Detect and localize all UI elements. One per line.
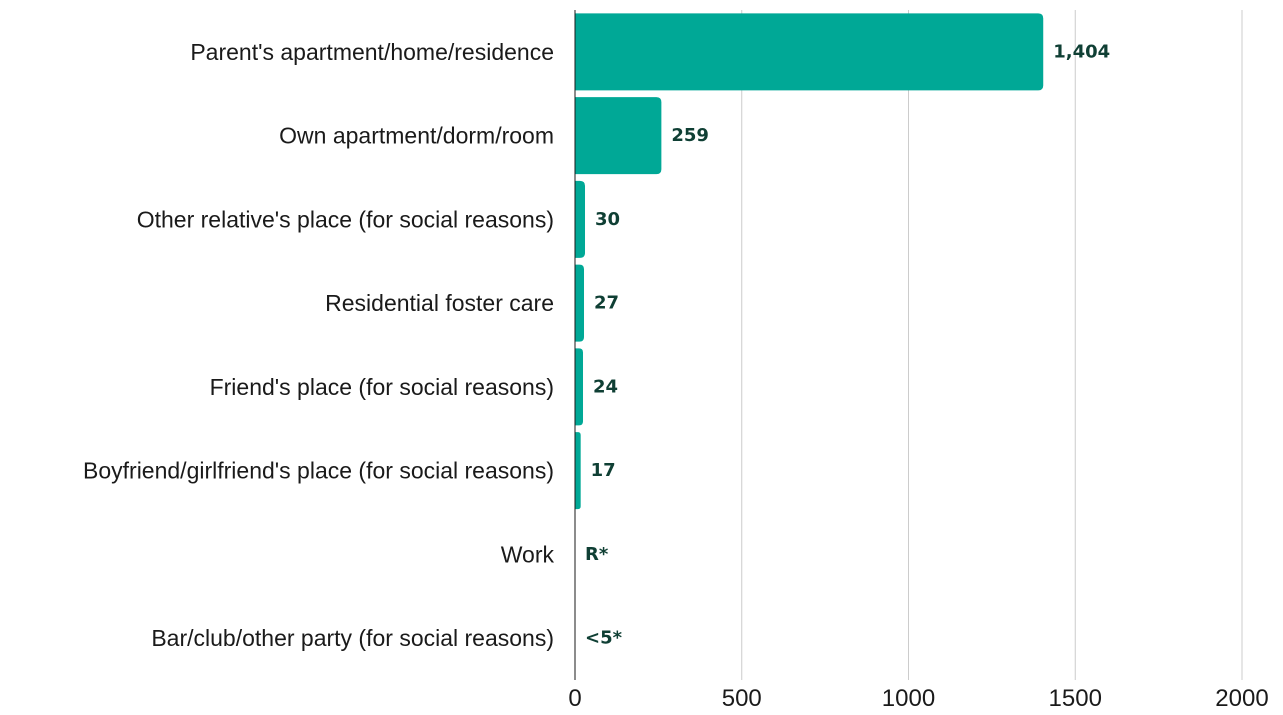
category-label: Parent's apartment/home/residence <box>190 39 554 65</box>
x-tick-label: 0 <box>568 685 581 712</box>
bar <box>575 180 586 258</box>
value-label: <5* <box>585 628 623 649</box>
bar <box>575 264 585 342</box>
bar <box>575 97 662 175</box>
category-labels: Parent's apartment/home/residence Own apa… <box>83 39 554 651</box>
bars <box>575 13 1044 510</box>
bar <box>575 13 1044 91</box>
category-label: Residential foster care <box>325 290 554 316</box>
value-label: R* <box>585 544 609 565</box>
x-tick-label: 1000 <box>882 685 935 712</box>
x-axis-ticks: 0 500 1000 1500 2000 <box>568 685 1268 712</box>
value-label: 1,404 <box>1053 41 1110 62</box>
value-label: 24 <box>593 376 618 397</box>
category-label: Work <box>501 541 555 567</box>
category-label: Bar/club/other party (for social reasons… <box>151 625 554 651</box>
category-label: Own apartment/dorm/room <box>279 123 554 149</box>
category-label: Boyfriend/girlfriend's place (for social… <box>83 458 554 484</box>
value-labels: 1,404 259 30 27 24 17 R* <5* <box>585 41 1110 648</box>
value-label: 259 <box>671 125 709 146</box>
category-label: Other relative's place (for social reaso… <box>137 206 554 232</box>
value-label: 27 <box>594 293 619 314</box>
value-label: 30 <box>595 209 620 230</box>
category-label: Friend's place (for social reasons) <box>210 374 554 400</box>
x-tick-label: 500 <box>722 685 762 712</box>
bar <box>575 432 581 510</box>
x-tick-label: 1500 <box>1049 685 1102 712</box>
value-label: 17 <box>591 460 616 481</box>
grid-lines <box>741 10 1243 680</box>
x-tick-label: 2000 <box>1215 685 1268 712</box>
bar <box>575 348 584 426</box>
